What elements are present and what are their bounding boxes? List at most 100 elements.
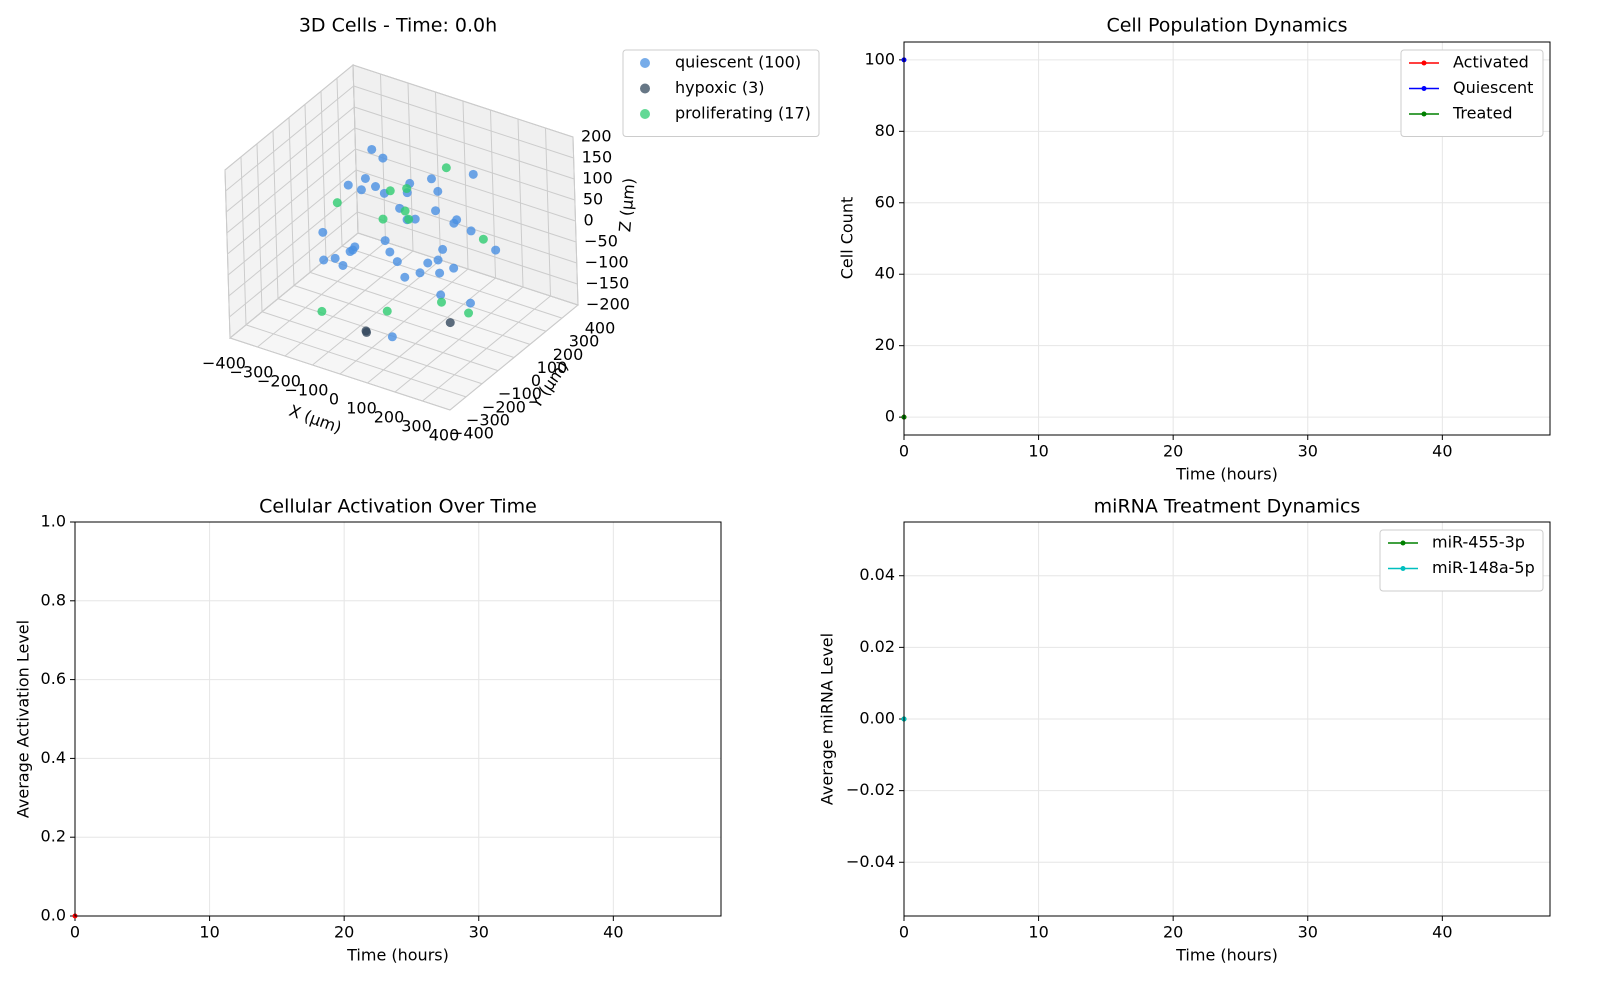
grid-line (356, 190, 577, 264)
grid-line (354, 127, 576, 201)
cell-point (317, 306, 327, 316)
grid-line (229, 232, 359, 339)
cell-point (436, 290, 446, 300)
y-tick-label: 200 (553, 345, 584, 364)
legend-label: Activated (1453, 53, 1529, 72)
cell-point (360, 173, 370, 183)
y-tick-label: 0 (885, 407, 895, 426)
legend-label: miR-148a-5p (1432, 558, 1535, 577)
x-tick-label: −400 (202, 354, 246, 373)
y-tick-label: 80 (875, 121, 895, 140)
x-tick-label: 40 (1432, 923, 1452, 942)
y-tick-label: 100 (537, 358, 568, 377)
y-tick-label: 40 (875, 264, 895, 283)
cell-point (435, 268, 445, 278)
y-tick-label: 1.0 (41, 512, 66, 531)
y-tick-label: 0.6 (41, 669, 66, 688)
legend-label: hypoxic (3) (675, 78, 765, 97)
chart-title: Cell Population Dynamics (1106, 15, 1347, 37)
z-axis-label: Z (μm) (615, 177, 639, 233)
cell-point (392, 257, 402, 267)
y-tick-label: −100 (498, 384, 542, 403)
grid-line (228, 190, 358, 297)
grid-line (341, 245, 563, 319)
grid-line (353, 85, 574, 159)
legend-box (622, 49, 820, 137)
z-tick-label: −150 (585, 274, 629, 293)
cell-point (449, 218, 459, 228)
x-tick-label: 400 (429, 426, 460, 445)
x-tick-label: 30 (469, 923, 489, 942)
grid-line (357, 211, 578, 285)
cell-point (423, 258, 433, 268)
y-axis-label: Cell Count (838, 197, 857, 280)
cell-point (433, 255, 443, 265)
legend-marker (1400, 540, 1406, 546)
axes-frame (74, 521, 722, 917)
x-tick-label: 20 (1163, 442, 1183, 461)
z-tick-label: 100 (582, 169, 613, 188)
y-tick-label: 0.0 (41, 906, 66, 925)
legend-marker (640, 58, 650, 68)
grid-line (354, 106, 575, 180)
grid-line (357, 232, 579, 306)
cell-point (466, 226, 476, 236)
grid-line (352, 64, 574, 138)
legend-label: quiescent (100) (675, 53, 801, 72)
cell-point (415, 268, 425, 278)
cell-point (338, 260, 348, 270)
y-tick-label: 300 (569, 332, 600, 351)
legend-marker (1400, 566, 1406, 571)
y-tick-label: −400 (450, 424, 494, 443)
cell-point (491, 245, 501, 255)
y-tick-label: −0.02 (846, 780, 895, 799)
cell-point (330, 253, 340, 263)
chart-title: 3D Cells - Time: 0.0h (299, 15, 497, 37)
x-tick-label: 200 (374, 408, 405, 427)
grid-line (229, 337, 451, 411)
y-tick-label: 0.4 (41, 748, 66, 767)
cell-point (449, 263, 459, 273)
chart-title: Cellular Activation Over Time (259, 496, 537, 518)
z-tick-label: −100 (585, 253, 629, 272)
x-tick-label: 40 (603, 923, 623, 942)
grid-line (355, 148, 576, 222)
legend-label: Quiescent (1453, 78, 1533, 97)
cell-point (367, 144, 377, 154)
cell-point (362, 327, 372, 337)
y-tick-label: 0 (531, 371, 541, 390)
z-tick-label: −50 (584, 232, 618, 251)
x-tick-label: −100 (285, 381, 329, 400)
grid-line (355, 169, 577, 243)
legend-marker (640, 83, 650, 94)
axes-frame (903, 521, 1551, 917)
legend-box (1379, 529, 1544, 592)
z-tick-label: 50 (583, 190, 603, 209)
x-tick-label: 0 (899, 442, 909, 461)
x-tick-label: 0 (329, 390, 339, 409)
z-tick-label: −200 (586, 295, 630, 314)
cell-point (387, 332, 397, 342)
y-axis-label: Average miRNA Level (818, 633, 837, 805)
x-tick-label: 30 (1298, 923, 1318, 942)
y-tick-label: −200 (482, 397, 526, 416)
y-tick-label: 100 (864, 49, 895, 68)
cell-point (400, 206, 410, 216)
cell-point (356, 185, 366, 195)
cell-point (371, 182, 380, 192)
y-tick-label: −0.04 (846, 852, 895, 871)
grid-line (309, 271, 531, 345)
cell-point (319, 255, 329, 265)
cell-point (464, 308, 474, 318)
grid-line (245, 324, 467, 398)
grid-line (293, 285, 515, 358)
x-tick-label: −300 (230, 363, 274, 382)
cell-point (404, 214, 414, 224)
x-tick-label: 10 (199, 923, 219, 942)
cell-point (400, 272, 410, 282)
cell-point (410, 214, 420, 224)
y-tick-label: 0.04 (859, 565, 895, 584)
x-axis-label: Time (hours) (1175, 465, 1278, 484)
cell-point (431, 206, 441, 216)
